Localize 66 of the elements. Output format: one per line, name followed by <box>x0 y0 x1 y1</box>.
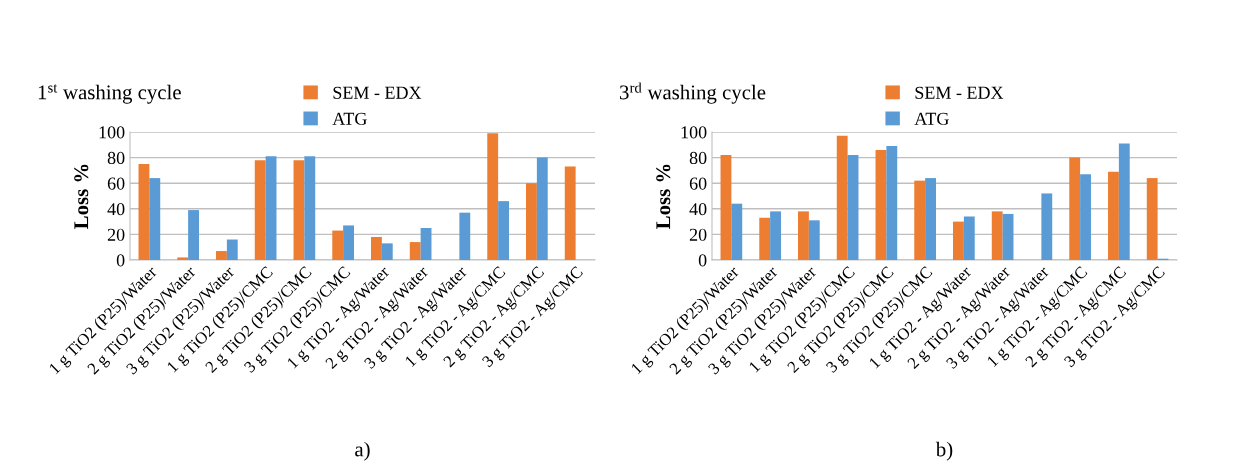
y-tick-label: 20 <box>107 228 125 241</box>
y-tick-label: 0 <box>116 254 125 267</box>
y-tick-label: 20 <box>689 228 707 241</box>
bar <box>371 236 382 260</box>
bar <box>914 180 926 260</box>
bar <box>381 243 393 260</box>
y-tick-label: 80 <box>689 151 707 165</box>
y-tick-label: 80 <box>107 151 125 165</box>
y-tick-label: 40 <box>107 203 125 216</box>
y-axis-title: Loss % <box>656 164 671 229</box>
bar <box>1118 143 1130 260</box>
bar <box>254 160 266 260</box>
y-tick-label: 100 <box>681 126 707 139</box>
y-tick-label: 100 <box>99 126 125 139</box>
bar <box>925 178 936 260</box>
legend-label: ATG <box>914 112 949 125</box>
bar <box>847 155 859 260</box>
legend-label: SEM - EDX <box>915 86 1004 99</box>
bar <box>836 135 848 260</box>
bar <box>1108 171 1119 260</box>
bar <box>1041 193 1053 260</box>
bar <box>564 166 576 260</box>
bar <box>991 211 1003 260</box>
bar <box>526 183 537 260</box>
bar <box>226 239 238 260</box>
bar <box>536 157 548 260</box>
bar <box>138 164 150 260</box>
bar <box>487 133 499 260</box>
legend-label: ATG <box>332 112 367 125</box>
bar <box>459 212 471 260</box>
bar <box>953 221 964 260</box>
chart-title: 3$^{rd}$ washing cycle <box>620 82 766 104</box>
bar <box>875 149 887 260</box>
bar <box>409 242 421 260</box>
bar <box>149 178 161 260</box>
bar <box>720 155 732 260</box>
bar <box>216 251 227 260</box>
chart-title: 1$^{st}$ washing cycle <box>38 84 181 104</box>
bar <box>420 228 432 260</box>
bar <box>188 210 199 260</box>
bar <box>304 156 316 260</box>
legend-label: SEM - EDX <box>333 86 422 99</box>
bar <box>293 160 305 260</box>
bar <box>770 211 781 260</box>
bar <box>963 216 975 260</box>
bar <box>1146 178 1158 260</box>
y-tick-label: 40 <box>689 203 707 216</box>
bar <box>1069 157 1081 260</box>
bar <box>731 203 743 260</box>
y-axis-title: Loss % <box>74 164 89 229</box>
bar <box>498 201 509 260</box>
text: a) <box>355 441 370 461</box>
bar <box>808 220 820 260</box>
bar <box>177 257 189 260</box>
y-tick-label: 60 <box>107 177 125 190</box>
bar <box>1002 213 1014 260</box>
bar <box>798 211 809 260</box>
y-tick-label: 0 <box>698 254 707 267</box>
bar <box>1080 174 1091 260</box>
bar <box>759 217 771 260</box>
y-tick-label: 60 <box>689 177 707 190</box>
bar <box>886 146 898 260</box>
bar <box>343 225 354 260</box>
bar <box>265 156 277 260</box>
text: b) <box>935 441 953 461</box>
bar <box>332 230 344 260</box>
